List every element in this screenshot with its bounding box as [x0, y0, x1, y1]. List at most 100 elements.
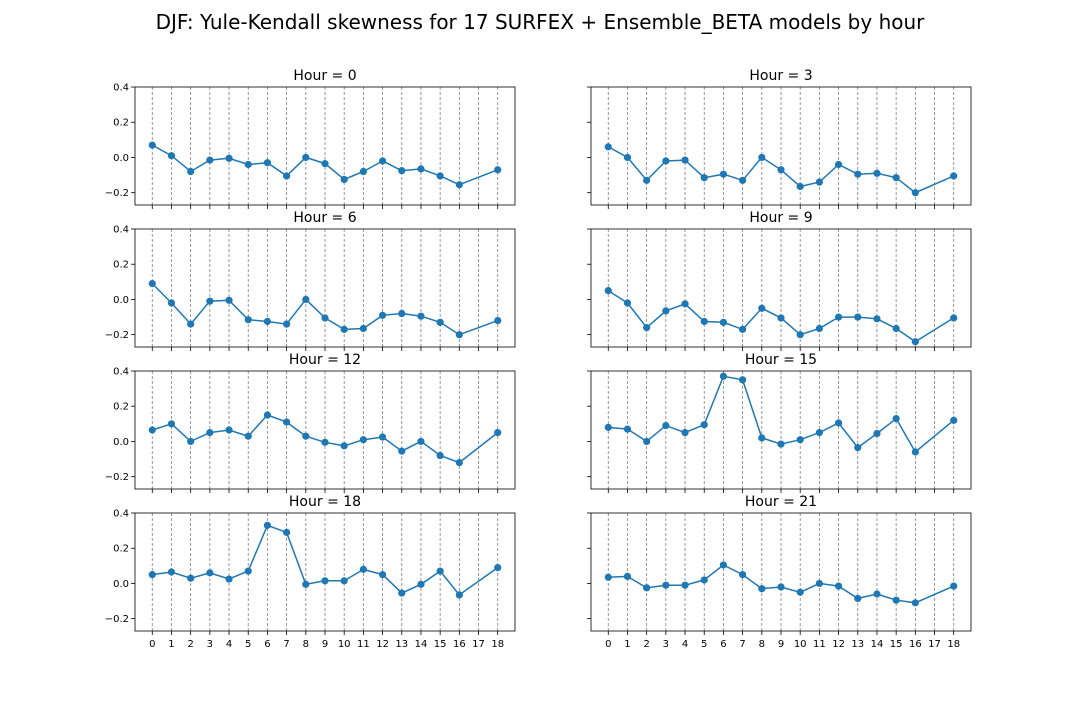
data-point: [417, 165, 425, 173]
data-point: [187, 437, 195, 446]
data-point: [321, 160, 329, 168]
data-point: [148, 279, 156, 288]
subplot-grid: Hour = 0 −0.2 0.0 0.2 0.4 Hour = 3 Hour = 6 −0.…: [105, 68, 972, 650]
data-point: [834, 313, 843, 321]
data-point: [302, 295, 310, 304]
data-point: [455, 181, 463, 189]
data-point: [643, 437, 651, 446]
subplot-title: Hour = 15: [745, 352, 817, 368]
data-point: [244, 432, 252, 440]
subplot-title: Hour = 21: [745, 494, 817, 510]
data-point: [681, 300, 689, 308]
x-tick-label: 2: [643, 639, 649, 650]
x-tick-label: 9: [778, 639, 784, 650]
data-point: [815, 429, 823, 437]
data-point: [398, 589, 406, 597]
y-tick-label: 0.2: [113, 118, 129, 129]
data-point: [455, 591, 463, 599]
data-point: [700, 317, 708, 326]
y-tick-label: 0.4: [113, 225, 129, 236]
x-tick-label: 2: [187, 639, 193, 650]
data-point: [911, 189, 919, 197]
x-tick-label: 8: [759, 639, 765, 650]
x-tick-label: 17: [928, 639, 941, 650]
data-point: [378, 433, 387, 441]
data-point: [681, 581, 689, 589]
data-point: [167, 568, 176, 576]
x-tick-label: 15: [890, 639, 903, 650]
data-point: [167, 152, 176, 160]
x-tick-label: 13: [395, 639, 408, 650]
y-tick-label: 0.0: [113, 295, 129, 306]
x-tick-label: 10: [794, 639, 807, 650]
x-tick-label: 3: [663, 639, 669, 650]
data-point: [494, 166, 502, 174]
y-tick-label: −0.2: [105, 614, 129, 625]
y-tick-label: −0.2: [105, 188, 129, 199]
data-point: [340, 175, 348, 184]
data-point: [892, 324, 900, 333]
data-point: [815, 178, 823, 186]
y-tick-label: −0.2: [105, 472, 129, 483]
data-point: [796, 331, 804, 339]
data-point: [148, 141, 156, 149]
data-point: [834, 419, 843, 427]
data-point: [719, 318, 728, 326]
data-point: [604, 423, 612, 431]
y-tick-label: 0.2: [113, 260, 129, 271]
data-point: [302, 432, 310, 440]
data-point: [643, 176, 651, 184]
data-point: [643, 324, 651, 332]
data-point: [206, 429, 214, 437]
data-point: [206, 156, 214, 164]
y-tick-label: 0.2: [113, 544, 129, 555]
data-point: [302, 153, 310, 162]
x-tick-label: 0: [605, 639, 611, 650]
data-point: [494, 316, 502, 325]
data-point: [206, 297, 214, 305]
data-point: [662, 157, 670, 165]
data-point: [398, 447, 406, 455]
data-point: [719, 170, 728, 178]
data-point: [283, 418, 291, 426]
data-point: [187, 167, 195, 176]
subplot-title: Hour = 12: [289, 352, 361, 368]
data-point: [321, 577, 329, 585]
data-point: [796, 588, 804, 596]
x-tick-label: 16: [909, 639, 922, 650]
x-tick-label: 11: [357, 639, 370, 650]
y-tick-label: 0.4: [113, 509, 129, 520]
data-point: [244, 567, 252, 575]
data-point: [873, 315, 881, 323]
x-tick-label: 18: [947, 639, 960, 650]
data-point: [283, 320, 291, 328]
data-point: [206, 569, 214, 577]
subplot-4: Hour = 9: [587, 210, 972, 351]
data-point: [436, 567, 444, 575]
subplot-title: Hour = 0: [293, 68, 356, 84]
data-point: [834, 582, 843, 590]
data-point: [378, 157, 387, 165]
data-point: [623, 153, 632, 162]
data-point: [643, 584, 651, 592]
data-point: [662, 581, 670, 589]
data-point: [187, 574, 195, 582]
data-point: [681, 429, 689, 437]
x-tick-label: 4: [682, 639, 688, 650]
x-tick-label: 14: [415, 639, 428, 650]
data-point: [604, 287, 612, 295]
data-point: [873, 590, 881, 598]
data-point: [777, 583, 785, 591]
data-point: [911, 599, 919, 607]
data-point: [455, 331, 463, 339]
data-point: [187, 320, 195, 328]
data-point: [854, 594, 862, 603]
data-point: [398, 309, 406, 318]
data-point: [950, 582, 958, 590]
data-point: [758, 153, 766, 162]
data-point: [777, 166, 785, 174]
x-tick-label: 9: [322, 639, 328, 650]
data-point: [378, 571, 387, 579]
x-tick-label: 17: [472, 639, 485, 650]
